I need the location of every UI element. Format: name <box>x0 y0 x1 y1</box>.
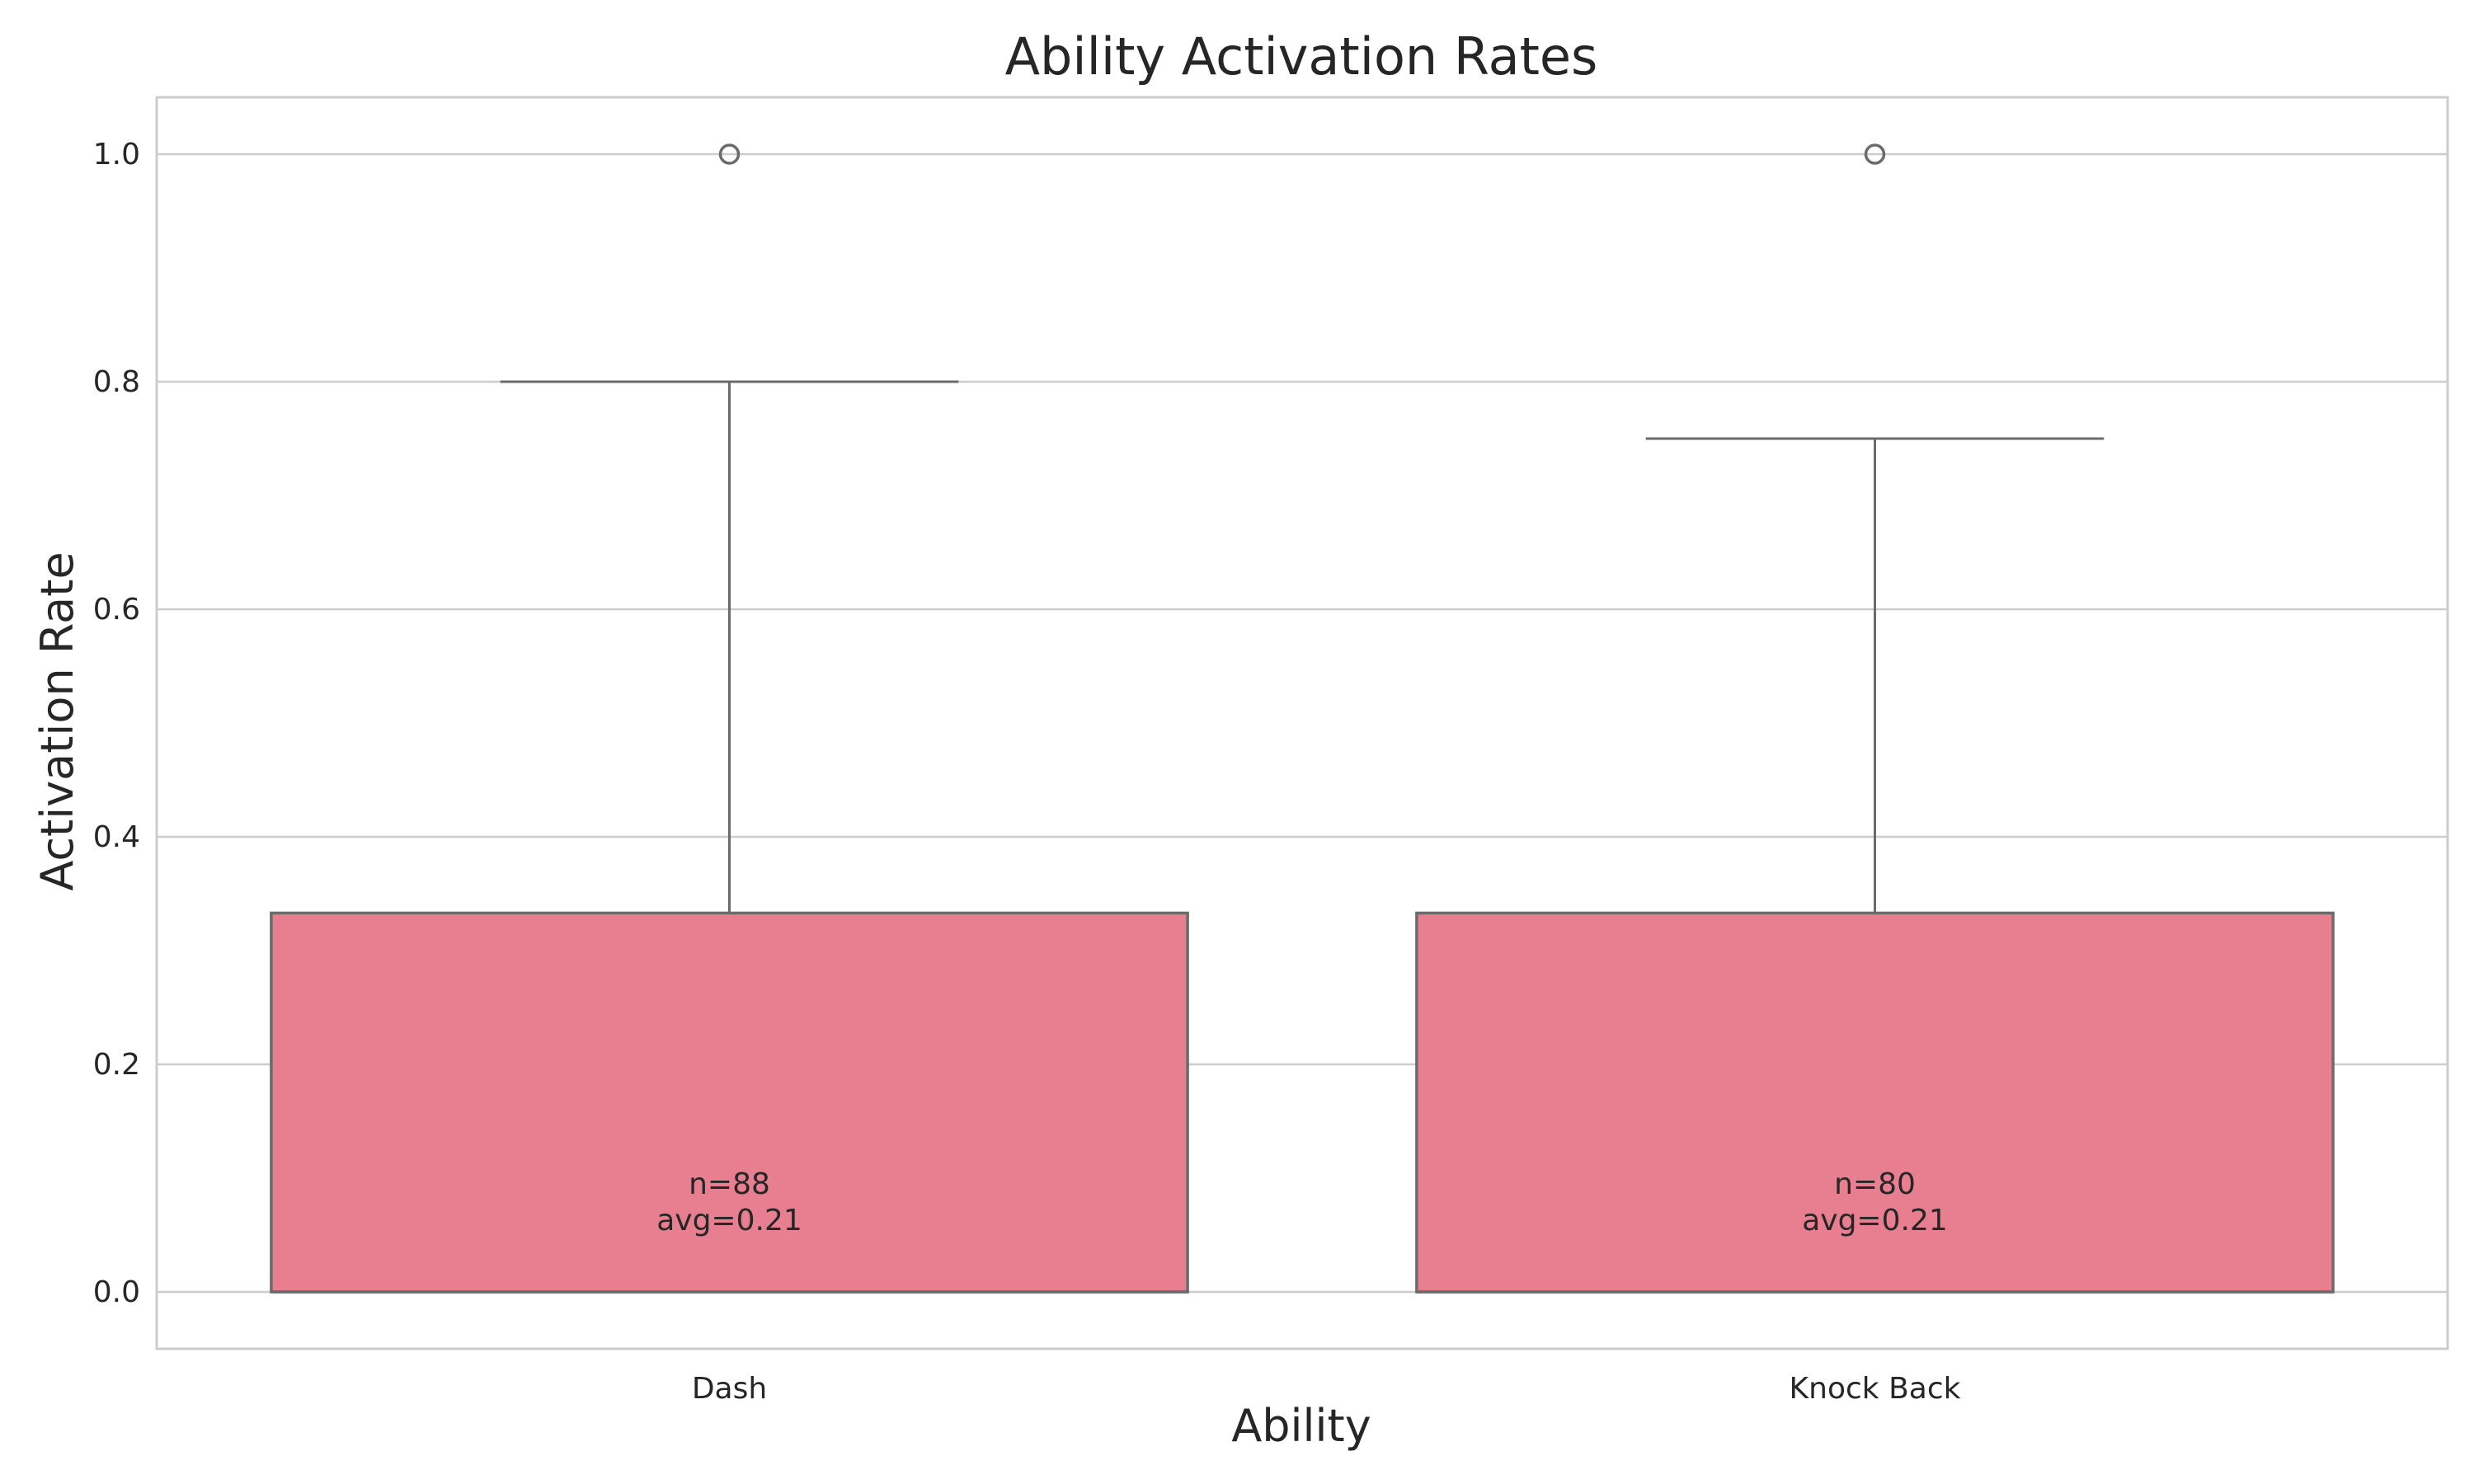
y-axis-label: Activation Rate <box>31 552 83 890</box>
y-tick-label: 0.2 <box>93 1048 140 1082</box>
x-axis-label: Ability <box>1231 1400 1371 1452</box>
average-label: avg=0.21 <box>1802 1204 1948 1237</box>
y-tick-label: 0.6 <box>93 593 140 627</box>
y-tick-label: 0.8 <box>93 365 140 399</box>
outlier-point <box>1864 143 1886 165</box>
box <box>270 911 1189 1294</box>
y-tick-label: 0.0 <box>93 1275 140 1309</box>
y-tick-label: 0.4 <box>93 820 140 854</box>
x-tick-labels: Dash Knock Back <box>692 1372 1961 1406</box>
count-label: n=80 <box>1834 1167 1916 1201</box>
chart-title: Ability Activation Rates <box>1005 26 1598 87</box>
y-tick-label: 1.0 <box>93 138 140 171</box>
count-label: n=88 <box>689 1167 770 1201</box>
x-tick-label: Knock Back <box>1790 1372 1961 1406</box>
box <box>1415 911 2335 1294</box>
outlier-point <box>718 143 741 165</box>
plot-frame <box>155 96 2449 1350</box>
x-tick-label: Dash <box>692 1372 767 1406</box>
y-tick-labels: 0.0 0.2 0.4 0.6 0.8 1.0 <box>93 138 140 1309</box>
average-label: avg=0.21 <box>656 1204 802 1237</box>
